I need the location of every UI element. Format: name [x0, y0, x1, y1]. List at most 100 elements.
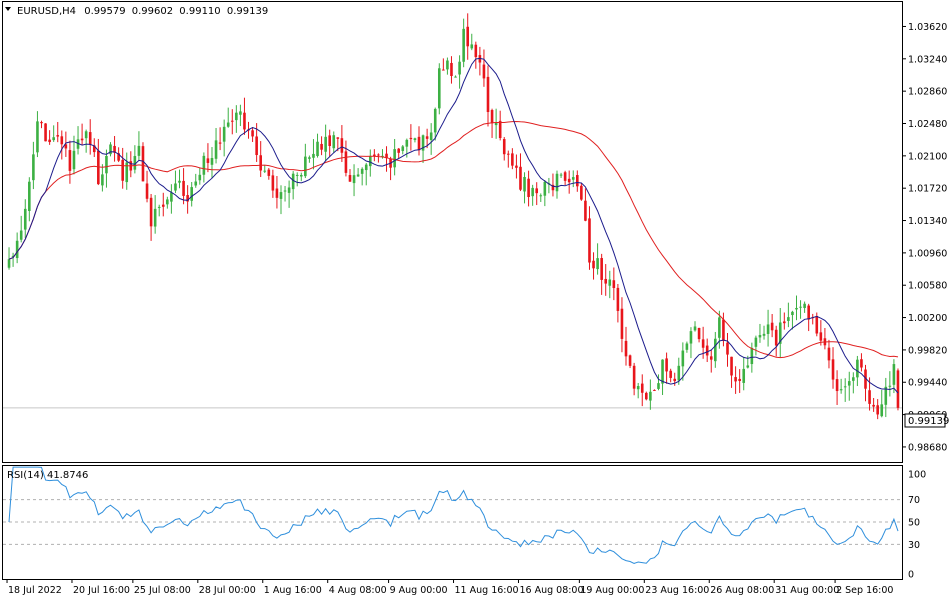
candle-body	[368, 156, 372, 167]
y-tick-label: 1.03620	[908, 22, 947, 33]
candle-body	[255, 136, 258, 156]
candle-body	[596, 258, 599, 270]
candle-body	[458, 61, 461, 75]
candle-body	[831, 359, 835, 380]
candle-body	[157, 206, 161, 208]
candle-body	[860, 359, 863, 368]
candle-body	[571, 177, 575, 180]
candle-body	[133, 156, 137, 170]
candle-body	[450, 62, 453, 76]
candle-body	[640, 383, 644, 393]
svg-text:EURUSD,H4 0.99579: EURUSD,H4 0.99579 0.99602 0.99110 0.9913…	[17, 6, 268, 17]
candle-body	[52, 137, 55, 141]
x-tick-label: 25 Jul 08:00	[134, 585, 191, 596]
candle-body	[726, 342, 729, 355]
candle-body	[454, 76, 457, 78]
candle-body	[689, 331, 693, 344]
rsi-line	[8, 466, 899, 564]
candle-body	[222, 126, 226, 142]
candle-body	[271, 175, 275, 191]
candle-body	[482, 64, 486, 79]
rsi-axis: 100 70 50 30 0	[908, 470, 926, 581]
candle-body	[433, 108, 437, 133]
candle-body	[352, 175, 356, 184]
candle-body	[543, 181, 547, 196]
candle-body	[847, 381, 851, 386]
candle-body	[295, 174, 299, 176]
y-tick-label: 1.01340	[908, 216, 947, 227]
header-close: 0.99139	[227, 6, 268, 17]
candle-body	[340, 138, 344, 153]
candle-body	[117, 153, 120, 161]
candle-body	[210, 157, 214, 165]
candle-body	[166, 199, 169, 205]
y-tick-label: 1.02860	[908, 87, 947, 98]
candle-body	[880, 404, 884, 417]
triangle-down-icon[interactable]	[5, 7, 11, 11]
candle-body	[766, 324, 770, 334]
candle-body	[827, 347, 831, 361]
candle-body	[137, 145, 141, 156]
candle-body	[734, 377, 737, 382]
rsi-header: RSI(14) 41.8746	[7, 470, 88, 481]
candle-body	[888, 385, 892, 387]
candle-body	[843, 386, 847, 388]
candle-body	[153, 208, 157, 227]
candle-body	[235, 112, 238, 121]
y-tick-label: 1.00200	[908, 313, 947, 324]
candle-body	[868, 390, 871, 404]
candle-body	[230, 120, 234, 122]
header-high: 0.99602	[132, 6, 173, 17]
candle-body	[141, 146, 145, 182]
candle-body	[360, 168, 364, 174]
candle-body	[742, 368, 746, 383]
x-tick-label: 4 Aug 08:00	[329, 585, 387, 596]
candle-body	[92, 145, 96, 153]
x-tick-label: 2 Sep 16:00	[836, 585, 893, 596]
candle-body	[803, 303, 806, 309]
candle-body	[701, 339, 705, 348]
candle-body	[259, 155, 262, 171]
candle-body	[397, 148, 401, 153]
candle-body	[628, 355, 632, 366]
y-tick-label: 1.01720	[908, 184, 947, 195]
candle-body	[239, 111, 242, 115]
candle-body	[320, 143, 323, 150]
candle-body	[807, 305, 810, 320]
candle-body	[336, 137, 340, 139]
candle-body	[308, 157, 311, 159]
candle-body	[884, 386, 888, 405]
candle-body	[551, 184, 555, 191]
candle-body	[730, 356, 733, 376]
candle-body	[527, 178, 530, 198]
candle-body	[665, 358, 668, 372]
candle-body	[190, 187, 193, 201]
candle-body	[178, 180, 181, 183]
candle-body	[653, 389, 656, 391]
candle-body	[799, 306, 802, 308]
candle-body	[531, 187, 534, 197]
candle-body	[328, 135, 331, 146]
candle-body	[697, 327, 701, 340]
candle-body	[819, 332, 823, 341]
candle-body	[486, 76, 490, 113]
price-panel-frame	[2, 1, 903, 463]
ma-fast-line	[8, 57, 899, 394]
candle-body	[76, 139, 80, 149]
candle-body	[624, 340, 628, 357]
candle-body	[490, 110, 494, 124]
candle-body	[409, 137, 413, 140]
header-symbol: EURUSD,H4	[17, 6, 76, 17]
candle-body	[344, 151, 348, 173]
candle-body	[714, 338, 717, 362]
candle-body	[620, 308, 624, 339]
candle-body	[44, 123, 47, 142]
candle-body	[174, 183, 177, 191]
candle-body	[413, 138, 417, 141]
candle-body	[852, 377, 855, 381]
candle-body	[287, 187, 291, 193]
candle-body	[872, 404, 875, 407]
candle-body	[64, 144, 68, 149]
candle-body	[632, 365, 636, 389]
